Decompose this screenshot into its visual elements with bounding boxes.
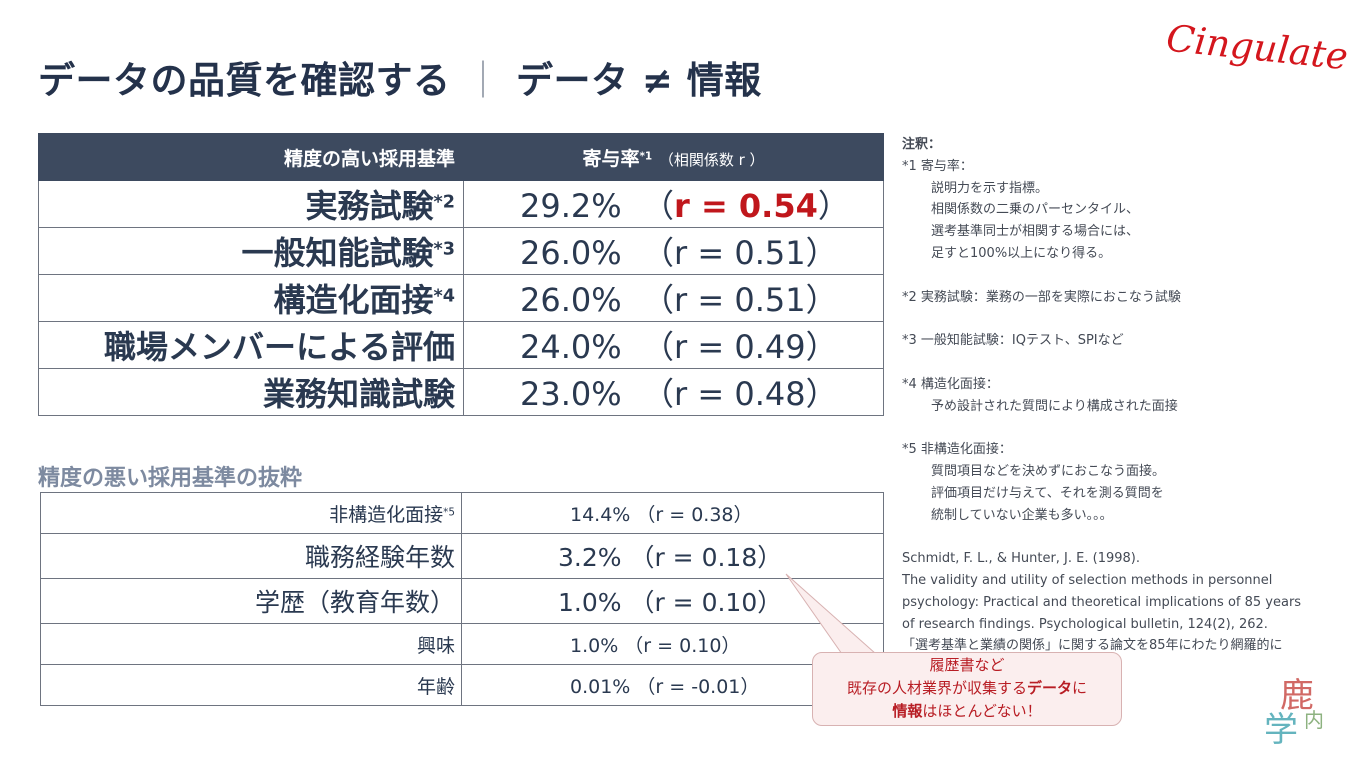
page-title: データの品質を確認する ｜ データ ≠ 情報: [38, 50, 762, 104]
callout-tail: [785, 573, 878, 655]
table-row: 一般知能試験*3 26.0% （r = 0.51）: [38, 227, 884, 275]
note-3: *3 一般知能試験：IQテスト、SPIなど: [902, 333, 1124, 349]
criterion-label: 構造化面接*4: [38, 274, 464, 322]
note-line: 説明力を示す指標。: [931, 180, 1049, 196]
table-row: 業務知識試験 23.0% （r = 0.48）: [38, 368, 884, 416]
criterion-label: 学歴（教育年数）: [40, 578, 462, 624]
note-4-title: *4 構造化面接：: [902, 376, 999, 392]
header-value-note: （相関係数 r ）: [658, 150, 765, 169]
title-separator: ｜: [464, 59, 502, 102]
table-row: 構造化面接*4 26.0% （r = 0.51）: [38, 274, 884, 322]
table-row: 興味 1.0% （r = 0.10）: [40, 623, 884, 665]
table-header-row: 精度の高い採用基準 寄与率*1 （相関係数 r ）: [38, 133, 884, 181]
table-row: 学歴（教育年数） 1.0% （r = 0.10）: [40, 578, 884, 624]
note-2: *2 実務試験：業務の一部を実際におこなう試験: [902, 289, 1181, 305]
callout-box: 履歴書など 既存の人材業界が収集するデータに 情報はほとんどない！: [812, 652, 1122, 726]
callout-line-3: 情報はほとんどない！: [892, 702, 1042, 720]
criterion-label: 業務知識試験: [38, 368, 464, 416]
note-1-title: *1 寄与率：: [902, 158, 973, 174]
reference-line: psychology: Practical and theoretical im…: [902, 594, 1302, 610]
note-line: 予め設計された質問により構成された面接: [931, 398, 1178, 414]
header-criterion: 精度の高い採用基準: [38, 133, 464, 181]
table-row: 職場メンバーによる評価 24.0% （r = 0.49）: [38, 321, 884, 369]
cingulate-logo: Cingulate: [1164, 16, 1350, 79]
note-line: 評価項目だけ与えて、それを測る質問を: [931, 485, 1164, 501]
criterion-label: 職務経験年数: [40, 533, 462, 579]
title-sub: データ ≠ 情報: [516, 59, 762, 102]
criterion-label: 年齢: [40, 664, 462, 706]
criterion-value: 14.4% （r = 0.38）: [461, 492, 884, 534]
criterion-value: 26.0% （r = 0.51）: [463, 227, 884, 275]
callout-line-1: 履歴書など: [929, 656, 1005, 674]
corner-seal-logo: 鹿 学 内: [1264, 676, 1324, 750]
note-line: 足すと100%以上になり得る。: [931, 245, 1112, 261]
criterion-label: 一般知能試験*3: [38, 227, 464, 275]
title-main: データの品質を確認する: [38, 59, 451, 102]
header-value: 寄与率*1 （相関係数 r ）: [463, 133, 884, 181]
note-line: 質問項目などを決めずにおこなう面接。: [931, 463, 1166, 479]
note-line: 相関係数の二乗のパーセンタイル、: [931, 202, 1140, 218]
criterion-value: 3.2% （r = 0.18）: [461, 533, 884, 579]
criterion-value: 26.0% （r = 0.51）: [463, 274, 884, 322]
criterion-value: 29.2% （r = 0.54）: [463, 180, 884, 228]
notes-panel: 注釈： *1 寄与率： 説明力を示す指標。 相関係数の二乗のパーセンタイル、 選…: [902, 134, 1342, 657]
callout-line-2: 既存の人材業界が収集するデータに: [846, 679, 1088, 697]
reference-line: The validity and utility of selection me…: [902, 572, 1273, 588]
table-row: 実務試験*2 29.2% （r = 0.54）: [38, 180, 884, 228]
reference-line: 「選考基準と業績の関係」に関する論文を85年にわたり網羅的に: [902, 638, 1283, 654]
note-line: 統制していない企業も多い。。。: [931, 507, 1113, 523]
note-5-title: *5 非構造化面接：: [902, 442, 1012, 458]
criterion-label: 実務試験*2: [38, 180, 464, 228]
criterion-label: 非構造化面接*5: [40, 492, 462, 534]
criterion-value: 24.0% （r = 0.49）: [463, 321, 884, 369]
highlight-r-value: r = 0.54: [674, 187, 818, 225]
criterion-label: 職場メンバーによる評価: [38, 321, 464, 369]
criterion-value: 23.0% （r = 0.48）: [463, 368, 884, 416]
low-accuracy-table: 非構造化面接*5 14.4% （r = 0.38） 職務経験年数 3.2% （r…: [40, 492, 884, 706]
high-accuracy-table: 精度の高い採用基準 寄与率*1 （相関係数 r ） 実務試験*2 29.2% （…: [38, 133, 884, 416]
criterion-label: 興味: [40, 623, 462, 665]
reference-line: of research findings. Psychological bull…: [902, 616, 1268, 632]
low-accuracy-heading: 精度の悪い採用基準の抜粋: [38, 466, 303, 491]
table-row: 年齢 0.01% （r = -0.01）: [40, 664, 884, 706]
table-row: 職務経験年数 3.2% （r = 0.18）: [40, 533, 884, 579]
note-line: 選考基準同士が相関する場合には、: [931, 224, 1140, 240]
notes-heading: 注釈：: [902, 137, 942, 152]
table-row: 非構造化面接*5 14.4% （r = 0.38）: [40, 492, 884, 534]
reference-line: Schmidt, F. L., & Hunter, J. E. (1998).: [902, 551, 1140, 567]
